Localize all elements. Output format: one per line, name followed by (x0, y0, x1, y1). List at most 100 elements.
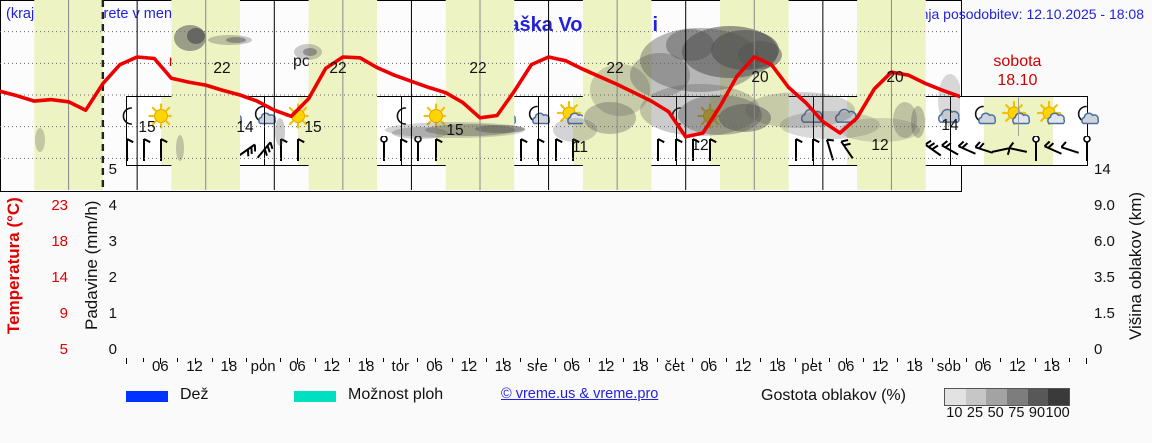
temperature-annotation: 15 (446, 122, 463, 139)
time-axis-label: 06 (426, 358, 443, 375)
temperature-tick-label: 5 (59, 341, 68, 358)
wind-barb (1008, 136, 1028, 166)
wind-day-divider (401, 136, 403, 165)
cloud-density-step-label: 90 (1028, 405, 1046, 421)
time-axis-label: čet (664, 358, 685, 375)
weather-icon-moon-cloud (247, 97, 281, 137)
temperature-tick-label: 14 (51, 269, 68, 286)
time-axis-tick (743, 358, 745, 364)
wind-barb (992, 136, 1012, 166)
time-axis-tick (366, 358, 367, 364)
temperature-annotation: 11 (572, 139, 588, 156)
copyright-link[interactable]: © vreme.us & vreme.pro (501, 386, 659, 402)
time-axis-tick (606, 358, 607, 364)
cloud-height-tick-label: 0 (1094, 341, 1103, 358)
time-axis-tick (794, 358, 796, 362)
cloud-height-tick-label: 9.0 (1094, 197, 1115, 214)
cloud-density-step (1007, 389, 1028, 405)
weather-icon-moon (384, 97, 418, 137)
wind-day-divider (812, 136, 814, 165)
wind-barb (787, 136, 805, 166)
weather-icon-sun-cloud (556, 97, 590, 137)
time-axis-label: 18 (220, 358, 238, 375)
weather-icon-sun (144, 97, 178, 137)
weather-icon-sun (693, 97, 727, 137)
time-axis-tick (211, 358, 213, 362)
wind-day-divider (264, 136, 266, 165)
time-axis-tick (1068, 358, 1070, 362)
wind-barb (1027, 135, 1045, 166)
wind-barb (1060, 136, 1079, 166)
temperature-annotation: 22 (213, 60, 230, 77)
time-axis-label: 18 (494, 358, 512, 375)
icon-cell-divider (264, 97, 266, 136)
time-axis-label: sob (936, 358, 961, 375)
weather-icon-moon-cloud (1070, 97, 1104, 137)
time-axis-tick (914, 358, 916, 364)
cloud-height-tick-label: 3.5 (1094, 269, 1115, 286)
icon-cell-divider (401, 97, 403, 136)
showers-legend-label: Možnost ploh (348, 386, 444, 403)
time-axis-tick (194, 358, 196, 364)
wind-day-divider (538, 136, 540, 165)
time-axis-tick (520, 358, 522, 362)
time-axis-tick (400, 358, 402, 364)
day-header-sobota: sobota 18.10 (949, 52, 1086, 90)
wind-barb (427, 136, 445, 166)
time-axis-tick (588, 358, 590, 362)
wind-barb (701, 136, 719, 166)
time-axis-tick (708, 358, 710, 364)
time-axis-label: 18 (906, 358, 923, 375)
time-axis-tick (143, 358, 145, 362)
time-axis-label: 18 (357, 358, 375, 375)
time-axis-label: 12 (460, 358, 478, 375)
forecast-plot: 22 15 15 22 14 22 15 22 11 20 12 12 20 14 (0, 0, 962, 192)
time-axis-tick (880, 358, 882, 364)
wind-barb (289, 136, 307, 166)
cloud-density-step (986, 389, 1008, 405)
time-axis-label: 18 (769, 358, 786, 375)
time-axis-label: 12 (871, 358, 889, 375)
time-axis-tick (348, 358, 350, 362)
time-axis-tick (1034, 358, 1036, 362)
time-axis-tick (451, 358, 453, 362)
temperature-annotation: 15 (138, 119, 155, 136)
time-axis-label: 18 (1043, 358, 1061, 375)
wind-day-divider (675, 136, 677, 165)
icon-cell-divider (949, 97, 951, 136)
temperature-annotation: 14 (941, 117, 959, 134)
cloud-density-step (945, 389, 966, 405)
wind-barb (409, 135, 427, 166)
time-axis-tick (314, 358, 316, 362)
time-axis-tick (297, 358, 299, 364)
wind-barb (649, 136, 667, 166)
temperature-annotation: 22 (329, 60, 346, 77)
precipitation-tick-label: 1 (108, 305, 117, 322)
wind-barb (684, 136, 702, 166)
time-axis-tick (1017, 358, 1019, 364)
temperature-axis-title: Temperatura (°C) (4, 197, 23, 334)
cloud-density-step-label: 10 (946, 405, 963, 421)
temperature-annotation: 15 (304, 119, 321, 136)
weather-icon-moon (658, 97, 692, 137)
temperature-annotation: 20 (886, 69, 904, 86)
precipitation-tick-label: 2 (108, 269, 117, 286)
time-axis-tick (503, 358, 505, 364)
time-axis-tick (468, 358, 470, 364)
wind-day-divider (949, 136, 951, 165)
icon-cell-divider (538, 97, 540, 136)
time-axis-tick (966, 358, 967, 362)
wind-barb (838, 136, 856, 166)
wind-barb (238, 136, 257, 166)
precipitation-tick-label: 4 (108, 197, 117, 214)
temperature-annotation: 14 (236, 119, 254, 136)
time-axis-label: 12 (1009, 358, 1026, 375)
time-axis-label: 06 (974, 358, 992, 375)
time-axis: 06 12 18 pon 06 12 18 tor 06 12 18 sre 06 12 18 čet 06 12… (126, 358, 1088, 380)
weather-icon-moon-cloud (967, 97, 1001, 137)
time-axis-tick (331, 358, 333, 364)
time-axis-tick (931, 358, 933, 362)
weather-icon-sun-cloud (1001, 97, 1035, 137)
last-update-label: Zadnja posodobitev: 12.10.2025 - 18:08 (896, 6, 1144, 22)
weather-icon-cloud (933, 97, 967, 137)
